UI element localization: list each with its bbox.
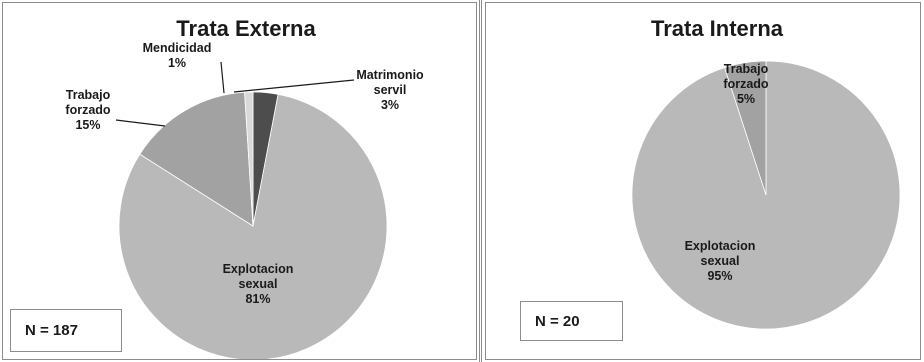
sample-size-label: N = 20 [520, 301, 623, 341]
slice-label-matrimonio-servil: Matrimonio servil 3% [356, 68, 424, 112]
pie-slice-trabajo-forzado [724, 60, 767, 196]
leader-line [220, 61, 225, 94]
leader-line [115, 119, 166, 127]
pie-slice-explotacion-sexual [118, 93, 388, 359]
chart-title: Trata Externa [176, 16, 316, 41]
pie-chart-trata-externa: Trata Externa Matrimonio servil 3% Explotaci… [65, 16, 424, 359]
panel-divider [479, 0, 482, 362]
chart-panel-trata-externa: Trata Externa Matrimonio servil 3% Explotaci… [2, 2, 477, 360]
pie-slice-mendicidad [244, 91, 254, 227]
pie-chart-trata-interna: Trata Interna Explotacion sexual 95% Trabajo… [631, 16, 901, 330]
slice-label-explotacion-sexual: Explotacion sexual 81% [223, 262, 294, 306]
sample-size-label: N = 187 [10, 309, 122, 352]
slice-label-explotacion-sexual: Explotacion sexual 95% [685, 239, 756, 283]
slice-label-trabajo-forzado: Trabajo forzado 15% [65, 88, 111, 132]
slice-label-trabajo-forzado: Trabajo forzado 5% [723, 62, 769, 106]
pie-slice-trabajo-forzado [139, 91, 254, 227]
slice-label-mendicidad: Mendicidad 1% [143, 41, 212, 70]
leader-line [233, 79, 355, 93]
chart-title: Trata Interna [651, 16, 784, 41]
chart-panel-trata-interna: Trata Interna Explotacion sexual 95% Trabajo… [485, 2, 921, 360]
